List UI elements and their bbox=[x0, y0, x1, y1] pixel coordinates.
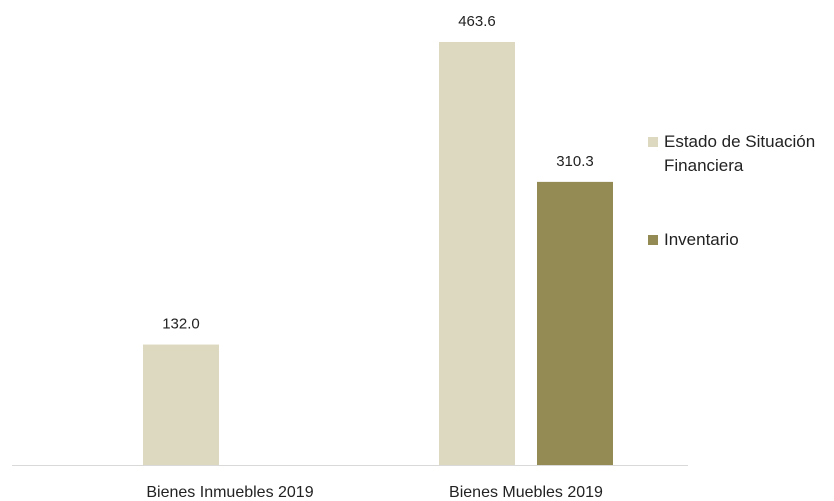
legend-swatch-estado bbox=[648, 137, 658, 147]
category-labels-group: Bienes Inmuebles 2019 Bienes Muebles 2019 bbox=[146, 484, 603, 501]
value-label-1-1: 310.3 bbox=[556, 153, 594, 170]
legend-label-estado: Estado de Situación Financiera bbox=[664, 132, 816, 175]
legend-item-inventario: Inventario bbox=[648, 228, 834, 252]
category-label-0: Bienes Inmuebles 2019 bbox=[146, 484, 313, 501]
legend: Estado de Situación Financiera Inventari… bbox=[648, 130, 834, 252]
bar-1-1 bbox=[537, 181, 613, 465]
legend-item-estado: Estado de Situación Financiera bbox=[648, 130, 834, 178]
value-label-1-0: 463.6 bbox=[458, 13, 496, 30]
value-label-0-0: 132.0 bbox=[162, 316, 200, 333]
legend-swatch-inventario bbox=[648, 235, 658, 245]
bars-group bbox=[143, 42, 613, 465]
bar-0-0 bbox=[143, 344, 219, 465]
bar-1-0 bbox=[439, 42, 515, 465]
value-labels-group: 132.0 463.6 310.3 bbox=[162, 13, 594, 333]
legend-label-inventario: Inventario bbox=[664, 230, 739, 249]
category-label-1: Bienes Muebles 2019 bbox=[449, 484, 603, 501]
